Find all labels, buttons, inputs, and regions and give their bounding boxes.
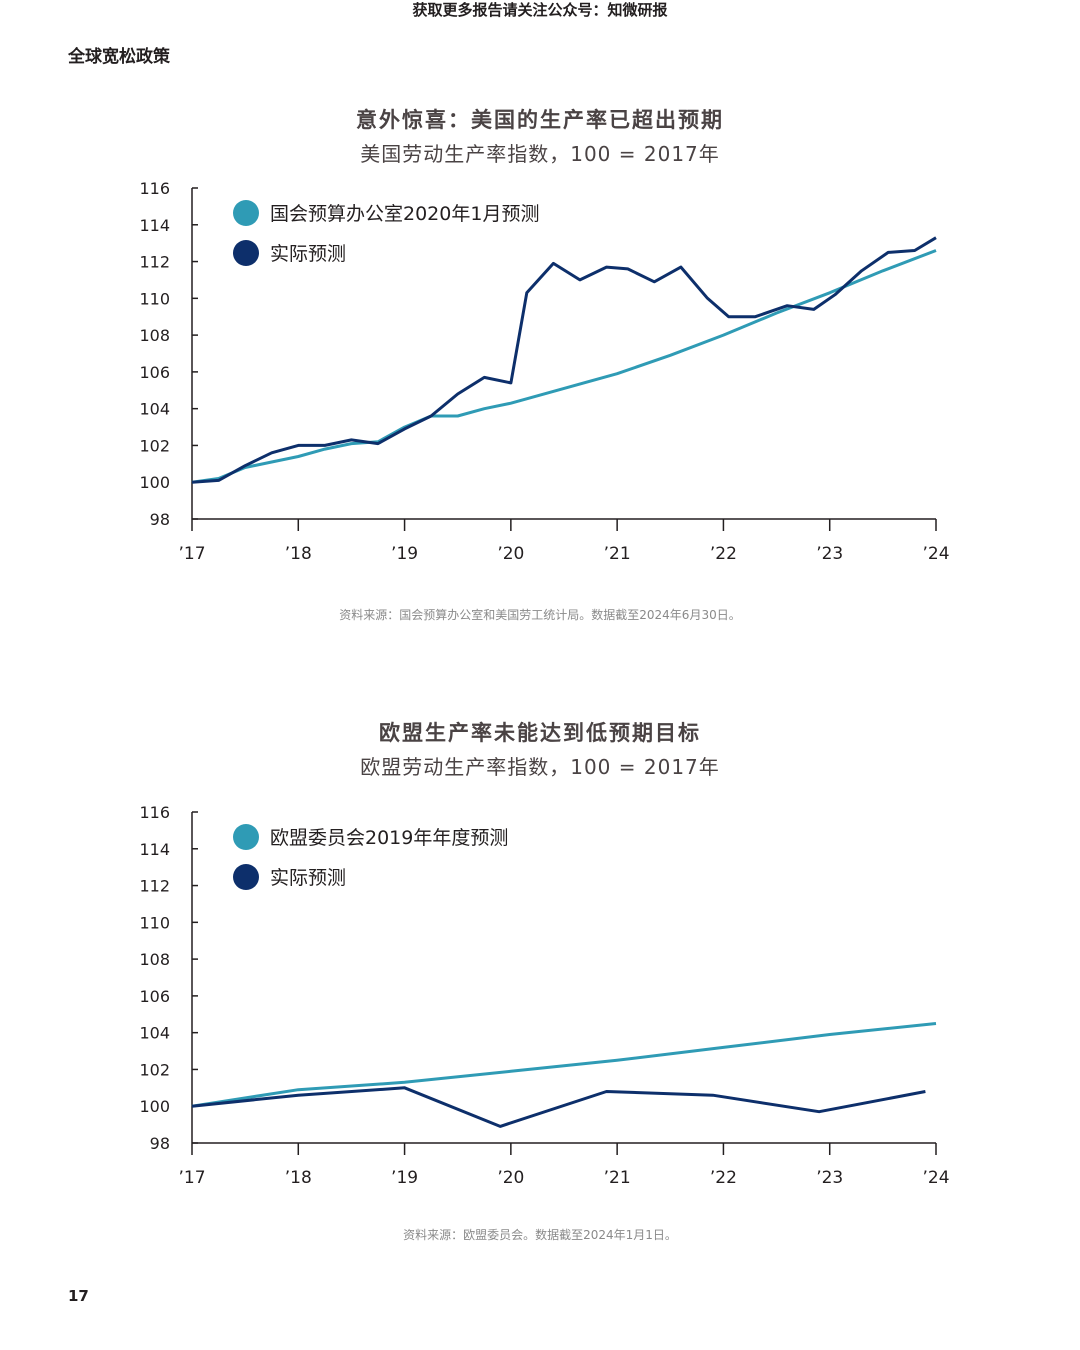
x-tick-label: ’22 [710,544,737,564]
us-chart-title: 意外惊喜：美国的生产率已超出预期 [356,108,724,132]
x-tick-label: ’22 [710,1168,737,1188]
y-tick-label: 114 [139,840,170,859]
y-tick-label: 104 [139,1024,170,1043]
x-tick-label: ’19 [391,544,418,564]
x-tick-label: ’21 [604,1168,631,1188]
y-tick-label: 102 [139,1060,170,1079]
page-number: 17 [68,1287,89,1305]
legend-label: 实际预测 [270,867,346,889]
y-tick-label: 106 [139,987,170,1006]
x-tick-label: ’20 [497,1168,524,1188]
y-tick-label: 98 [150,510,170,529]
y-tick-label: 112 [139,253,170,272]
us-chart-subtitle: 美国劳动生产率指数，100 = 2017年 [360,142,720,166]
y-tick-label: 102 [139,436,170,455]
y-tick-label: 104 [139,400,170,419]
y-tick-label: 108 [139,950,170,969]
legend-label: 国会预算办公室2020年1月预测 [270,203,539,225]
series-line-actual [191,236,937,484]
series-line-actual [191,1086,926,1128]
legend-swatch-forecast [233,200,259,226]
legend-label: 实际预测 [270,243,346,265]
x-tick-label: ’19 [391,1168,418,1188]
x-tick-label: ’17 [178,1168,205,1188]
eu-chart-source: 资料来源：欧盟委员会。数据截至2024年1月1日。 [403,1228,677,1242]
y-tick-label: 106 [139,363,170,382]
y-tick-label: 98 [150,1134,170,1153]
x-tick-label: ’23 [816,544,843,564]
y-tick-label: 100 [139,473,170,492]
x-tick-label: ’17 [178,544,205,564]
section-label: 全球宽松政策 [68,47,170,67]
y-tick-label: 110 [139,913,170,932]
top-banner: 获取更多报告请关注公众号：知微研报 [412,1,668,19]
y-tick-label: 108 [139,326,170,345]
x-tick-label: ’24 [922,1168,949,1188]
us-productivity-chart: 98 100 102 104 106 108 110 112 114 116 ’17 ’18 ’19 ’2… [139,179,949,564]
x-tick-label: ’21 [604,544,631,564]
legend-swatch-actual [233,864,259,890]
y-tick-label: 112 [139,877,170,896]
series-line-forecast [191,1022,937,1108]
eu-productivity-chart: 98 100 102 104 106 108 110 112 114 116 ’17 ’18 ’19 ’2… [139,803,949,1188]
eu-chart-title: 欧盟生产率未能达到低预期目标 [379,721,701,745]
us-chart-source: 资料来源：国会预算办公室和美国劳工统计局。数据截至2024年6月30日。 [339,608,741,622]
legend-label: 欧盟委员会2019年年度预测 [270,827,508,849]
series-line-forecast [191,249,937,484]
y-tick-label: 116 [139,803,170,822]
legend-swatch-actual [233,240,259,266]
x-tick-label: ’20 [497,544,524,564]
x-tick-label: ’24 [922,544,949,564]
x-tick-label: ’18 [285,544,312,564]
legend-swatch-forecast [233,824,259,850]
y-tick-label: 100 [139,1097,170,1116]
eu-chart-subtitle: 欧盟劳动生产率指数，100 = 2017年 [360,755,720,779]
y-tick-label: 116 [139,179,170,198]
y-tick-label: 114 [139,216,170,235]
x-tick-label: ’18 [285,1168,312,1188]
x-tick-label: ’23 [816,1168,843,1188]
y-tick-label: 110 [139,289,170,308]
